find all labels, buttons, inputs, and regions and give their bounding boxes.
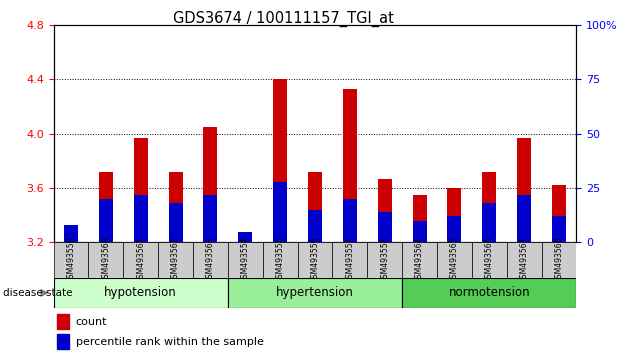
Text: hypotension: hypotension (105, 286, 177, 299)
Bar (203, 127, 217, 242)
FancyBboxPatch shape (472, 242, 507, 278)
Text: GSM493562: GSM493562 (171, 237, 180, 284)
FancyBboxPatch shape (158, 242, 193, 278)
Bar (64, 225, 78, 242)
FancyBboxPatch shape (507, 242, 542, 278)
FancyBboxPatch shape (228, 278, 402, 308)
Bar (273, 79, 287, 242)
Text: GSM493565: GSM493565 (450, 237, 459, 284)
Bar (134, 138, 147, 242)
Bar (517, 138, 531, 242)
FancyBboxPatch shape (367, 242, 402, 278)
FancyBboxPatch shape (297, 242, 333, 278)
Text: GSM493558: GSM493558 (381, 237, 389, 284)
FancyBboxPatch shape (123, 242, 158, 278)
FancyBboxPatch shape (333, 242, 367, 278)
FancyBboxPatch shape (402, 278, 576, 308)
Text: GSM493559: GSM493559 (67, 237, 76, 284)
Text: normotension: normotension (449, 286, 530, 299)
Text: disease state: disease state (3, 288, 72, 298)
FancyBboxPatch shape (54, 278, 228, 308)
Text: GDS3674 / 100111157_TGI_at: GDS3674 / 100111157_TGI_at (173, 11, 394, 27)
Bar (273, 182, 287, 242)
Bar (169, 203, 183, 242)
Bar (169, 172, 183, 242)
Bar (483, 172, 496, 242)
Text: GSM493557: GSM493557 (345, 237, 354, 284)
Bar (413, 195, 427, 242)
Text: GSM493556: GSM493556 (311, 237, 319, 284)
Text: percentile rank within the sample: percentile rank within the sample (76, 337, 263, 347)
Bar (378, 212, 392, 242)
Bar (308, 172, 322, 242)
Bar (552, 216, 566, 242)
Bar (238, 232, 252, 242)
Bar (64, 225, 78, 242)
Text: hypertension: hypertension (276, 286, 354, 299)
Text: GSM493554: GSM493554 (241, 237, 249, 284)
Bar (552, 185, 566, 242)
Text: GSM493568: GSM493568 (554, 237, 563, 284)
Text: GSM493555: GSM493555 (276, 237, 285, 284)
Bar (57, 314, 69, 329)
Bar (447, 188, 461, 242)
Bar (238, 240, 252, 242)
Bar (343, 89, 357, 242)
Bar (203, 195, 217, 242)
FancyBboxPatch shape (402, 242, 437, 278)
Text: GSM493564: GSM493564 (415, 237, 424, 284)
Bar (517, 195, 531, 242)
Bar (343, 199, 357, 242)
Text: GSM493563: GSM493563 (206, 237, 215, 284)
Bar (447, 216, 461, 242)
FancyBboxPatch shape (437, 242, 472, 278)
FancyBboxPatch shape (263, 242, 297, 278)
Text: GSM493566: GSM493566 (485, 237, 494, 284)
Bar (99, 172, 113, 242)
Bar (483, 203, 496, 242)
FancyBboxPatch shape (88, 242, 123, 278)
Bar (134, 195, 147, 242)
Bar (308, 210, 322, 242)
Bar (57, 334, 69, 349)
Text: GSM493567: GSM493567 (520, 237, 529, 284)
FancyBboxPatch shape (542, 242, 576, 278)
Text: GSM493560: GSM493560 (101, 237, 110, 284)
FancyBboxPatch shape (54, 242, 88, 278)
Bar (99, 199, 113, 242)
Text: count: count (76, 316, 107, 327)
Text: GSM493561: GSM493561 (136, 237, 145, 284)
Bar (413, 221, 427, 242)
FancyBboxPatch shape (228, 242, 263, 278)
Bar (378, 178, 392, 242)
FancyBboxPatch shape (193, 242, 228, 278)
